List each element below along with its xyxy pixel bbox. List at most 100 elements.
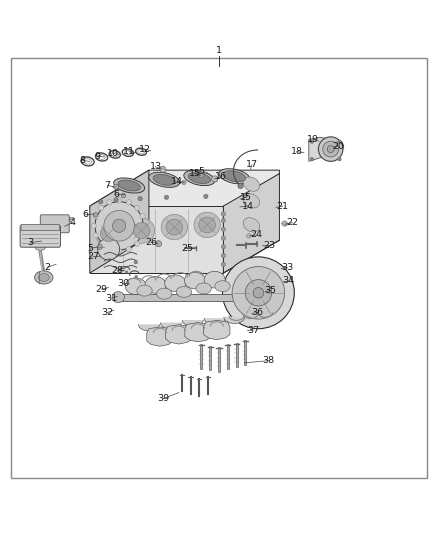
Text: 32: 32: [101, 308, 113, 317]
Polygon shape: [185, 322, 211, 342]
Text: 7: 7: [104, 181, 110, 190]
Ellipse shape: [243, 177, 260, 191]
Ellipse shape: [137, 285, 152, 296]
Text: 9: 9: [94, 151, 100, 160]
Circle shape: [327, 146, 334, 152]
Text: 34: 34: [282, 276, 294, 285]
Circle shape: [99, 241, 104, 246]
Text: 3: 3: [28, 238, 34, 247]
Text: 33: 33: [281, 263, 293, 272]
Circle shape: [310, 140, 314, 143]
Circle shape: [117, 248, 122, 254]
Circle shape: [204, 194, 208, 199]
Ellipse shape: [149, 172, 180, 188]
Text: 26: 26: [145, 238, 157, 247]
Circle shape: [323, 141, 339, 157]
Ellipse shape: [165, 275, 186, 292]
Circle shape: [338, 157, 341, 161]
Text: 31: 31: [106, 294, 118, 303]
Ellipse shape: [112, 292, 124, 303]
Bar: [46, 223, 59, 226]
Circle shape: [200, 169, 205, 175]
Circle shape: [91, 223, 96, 229]
Ellipse shape: [145, 277, 166, 293]
Polygon shape: [309, 138, 344, 161]
Circle shape: [253, 287, 264, 298]
Ellipse shape: [176, 286, 191, 297]
Circle shape: [221, 236, 226, 240]
Circle shape: [121, 193, 126, 198]
Ellipse shape: [118, 180, 140, 191]
Text: 12: 12: [139, 144, 152, 154]
Circle shape: [238, 183, 243, 189]
Text: 22: 22: [286, 218, 299, 227]
Circle shape: [221, 219, 226, 223]
Ellipse shape: [243, 193, 260, 208]
Text: 13: 13: [149, 162, 162, 171]
FancyBboxPatch shape: [40, 215, 69, 233]
Ellipse shape: [243, 217, 260, 232]
Polygon shape: [90, 170, 279, 209]
Ellipse shape: [194, 212, 220, 238]
Ellipse shape: [219, 168, 250, 184]
Polygon shape: [166, 325, 192, 344]
Text: 10: 10: [107, 149, 119, 158]
Ellipse shape: [128, 218, 155, 243]
Bar: [49, 222, 63, 224]
Bar: [60, 216, 73, 219]
Circle shape: [245, 280, 272, 306]
Circle shape: [310, 157, 314, 161]
Circle shape: [221, 245, 226, 249]
Text: 14: 14: [171, 176, 184, 185]
Text: 37: 37: [247, 326, 259, 335]
Polygon shape: [147, 327, 173, 346]
Text: 11: 11: [123, 147, 135, 156]
Ellipse shape: [114, 178, 145, 193]
Text: 25: 25: [181, 244, 194, 253]
Circle shape: [138, 197, 142, 201]
Circle shape: [117, 198, 122, 203]
Circle shape: [164, 195, 169, 199]
Circle shape: [125, 271, 128, 273]
Text: 27: 27: [87, 252, 99, 261]
Text: 17: 17: [246, 160, 258, 169]
Ellipse shape: [39, 273, 49, 281]
Ellipse shape: [125, 278, 146, 295]
Ellipse shape: [95, 221, 122, 246]
Circle shape: [213, 177, 218, 182]
Text: 1: 1: [216, 45, 222, 54]
Ellipse shape: [188, 173, 210, 183]
Ellipse shape: [133, 223, 150, 238]
Text: 38: 38: [262, 356, 274, 365]
Text: 16: 16: [215, 172, 227, 181]
Circle shape: [95, 201, 143, 250]
Circle shape: [93, 213, 98, 219]
Circle shape: [113, 219, 126, 232]
Text: 30: 30: [117, 279, 130, 288]
Text: 23: 23: [263, 241, 276, 250]
Ellipse shape: [166, 219, 183, 235]
Circle shape: [134, 260, 138, 264]
Circle shape: [140, 233, 145, 238]
Circle shape: [318, 137, 343, 161]
Ellipse shape: [215, 281, 230, 292]
Polygon shape: [223, 174, 279, 273]
Circle shape: [212, 176, 218, 182]
Polygon shape: [90, 170, 149, 273]
Circle shape: [107, 247, 112, 252]
Circle shape: [93, 233, 98, 238]
Text: 8: 8: [79, 156, 85, 165]
Ellipse shape: [196, 283, 211, 294]
Circle shape: [134, 241, 140, 246]
Circle shape: [107, 200, 112, 205]
Text: 20: 20: [332, 142, 344, 150]
Circle shape: [221, 212, 226, 216]
Text: 5: 5: [198, 166, 205, 175]
Ellipse shape: [184, 272, 205, 289]
Text: 2: 2: [44, 263, 50, 272]
Bar: [53, 220, 66, 223]
Ellipse shape: [100, 226, 117, 241]
Polygon shape: [160, 322, 181, 329]
Text: 24: 24: [250, 230, 262, 239]
Circle shape: [160, 166, 166, 172]
